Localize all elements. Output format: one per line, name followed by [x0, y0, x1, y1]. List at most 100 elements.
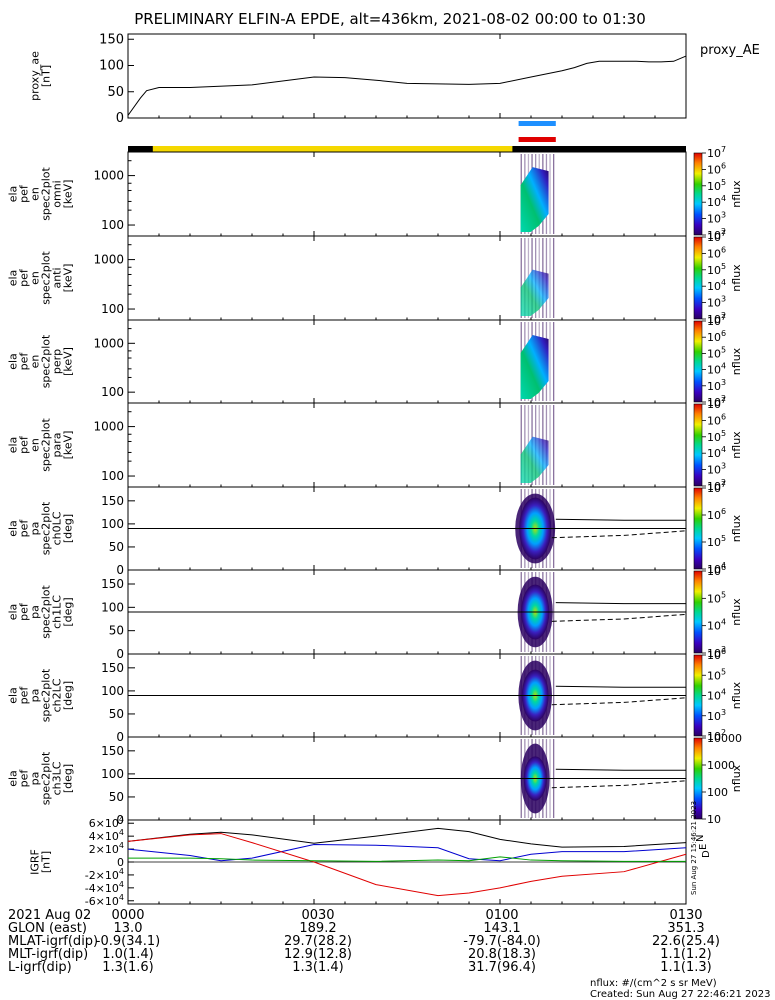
colorbar-tick-exp: 6: [721, 647, 726, 656]
ylabel-line: spec2plot: [40, 751, 53, 805]
colorbar-tick-exp: 7: [721, 145, 726, 154]
science-zone-bar: [518, 121, 556, 126]
ylabel-line: pa: [29, 605, 42, 619]
ylabel-line: ch0LC: [51, 511, 64, 545]
y-tick-label: 100: [101, 385, 124, 399]
igrf-series-n: [127, 844, 687, 862]
ylabel-line: pef: [18, 184, 31, 203]
y-tick-label: 100: [101, 767, 124, 781]
ylabel-line: omni: [51, 180, 64, 207]
panels-group: 050100150proxy_AEproxy_ae[nT]10010001021…: [7, 32, 760, 908]
lshell-val-0: 1.3(1.6): [102, 960, 154, 975]
spectrogram-column: [549, 405, 551, 485]
ylabel-line: ch3LC: [51, 761, 64, 795]
spectrogram-column: [520, 405, 522, 485]
colorbar-tick-exp: 2: [721, 311, 726, 320]
ylabel-line: spec2plot: [40, 585, 53, 639]
colorbar-tick-label: 106: [707, 647, 726, 662]
glon-val-3: 351.3: [667, 921, 704, 936]
ylabel-line: pa: [29, 689, 42, 703]
loss-cone-line: [555, 685, 686, 688]
time-tick-0100: 0100: [485, 908, 518, 923]
ylabel-line: [nT]: [40, 65, 53, 87]
mlat-val-3: 22.6(25.4): [652, 934, 720, 949]
glon-label: GLON (east): [8, 921, 87, 936]
loss-cone-line: [555, 768, 686, 771]
y-tick-label: 0: [117, 856, 124, 869]
mlat-val-1: 29.7(28.2): [284, 934, 352, 949]
colorbar-tick-exp: 6: [721, 507, 726, 516]
y-tick-exp: 4: [119, 880, 124, 889]
colorbar-tick-label: 104: [707, 194, 726, 209]
spectrogram-column: [524, 238, 526, 318]
ylabel-line: en: [29, 355, 42, 369]
colorbar-tick-label: 104: [707, 688, 726, 703]
colorbar-fill: [693, 737, 703, 820]
lshell-val-1: 1.3(1.4): [292, 960, 344, 975]
y-tick-label: 100: [101, 302, 124, 316]
energy-flux-region: [520, 167, 549, 232]
colorbar-label: nflux: [730, 264, 743, 292]
y-tick-label: 0: [116, 730, 124, 744]
ylabel-line: pef: [18, 519, 31, 538]
colorbar-tick-label: 104: [707, 278, 726, 293]
ylabel-line: ch2LC: [51, 678, 64, 712]
spectrogram-column: [553, 322, 555, 401]
ylabel-line: pef: [18, 435, 31, 454]
glon-val-1: 189.2: [299, 921, 336, 936]
mlt-val-3: 1.1(1.2): [660, 947, 712, 962]
anti-loss-cone-line: [551, 780, 687, 789]
colorbar-tick-label: 104: [707, 618, 726, 633]
ylabel-line: en: [29, 438, 42, 452]
ylabel-line: pef: [18, 602, 31, 621]
ylabel-line: spec2plot: [40, 167, 53, 221]
colorbar-tick-exp: 3: [721, 645, 726, 654]
y-tick-exp: 4: [119, 815, 124, 824]
colorbar-tick-label: 107: [707, 396, 726, 411]
y-tick-label: 150: [101, 494, 124, 508]
ylabel-line: [deg]: [62, 764, 75, 793]
y-tick-label: 50: [107, 85, 124, 100]
loss-cone-line: [555, 602, 686, 605]
y-tick-label: 100: [101, 218, 124, 232]
y-tick-label: -2×104: [85, 867, 124, 882]
ylabel-line: [keV]: [62, 431, 75, 460]
proxy-ae-frame: [127, 33, 687, 119]
colorbar-tick-exp: 3: [721, 211, 726, 220]
ylabel-line: spec2plot: [40, 501, 53, 555]
spectrogram-column: [553, 154, 555, 234]
energy-flux-region: [520, 269, 549, 316]
colorbar-tick-exp: 6: [721, 329, 726, 338]
colorbar-tick-label: 103: [707, 708, 726, 723]
spectrogram-frame: [127, 151, 687, 237]
colorbar-label: nflux: [730, 431, 743, 459]
colorbar-label: nflux: [730, 681, 743, 709]
colorbar-tick-label: 105: [707, 590, 726, 605]
colorbar-tick-exp: 6: [721, 161, 726, 170]
anti-loss-cone-line: [551, 530, 687, 539]
ylabel-line: para: [51, 433, 64, 458]
y-tick-label: 150: [101, 577, 124, 591]
spectrogram-column: [553, 405, 555, 485]
colorbar-tick-label: 107: [707, 229, 726, 244]
y-tick-label: 100: [101, 517, 124, 531]
igrf-legend-D: D: [701, 850, 712, 858]
spectrogram-column: [520, 238, 522, 318]
lshell-val-3: 1.1(1.3): [660, 960, 712, 975]
colorbar-fill: [693, 236, 703, 320]
igrf-legend-N: N: [695, 835, 706, 842]
colorbar-tick-exp: 5: [721, 345, 726, 354]
colorbar-tick-label: 106: [707, 563, 726, 578]
colorbar-label: nflux: [730, 347, 743, 375]
y-tick-label: 6×104: [89, 815, 124, 830]
colorbar-fill: [693, 152, 703, 236]
colorbar-tick-exp: 4: [721, 688, 726, 697]
ylabel-line: ela: [7, 270, 20, 287]
ylabel-line: ch1LC: [51, 595, 64, 629]
colorbar-tick-exp: 7: [721, 229, 726, 238]
